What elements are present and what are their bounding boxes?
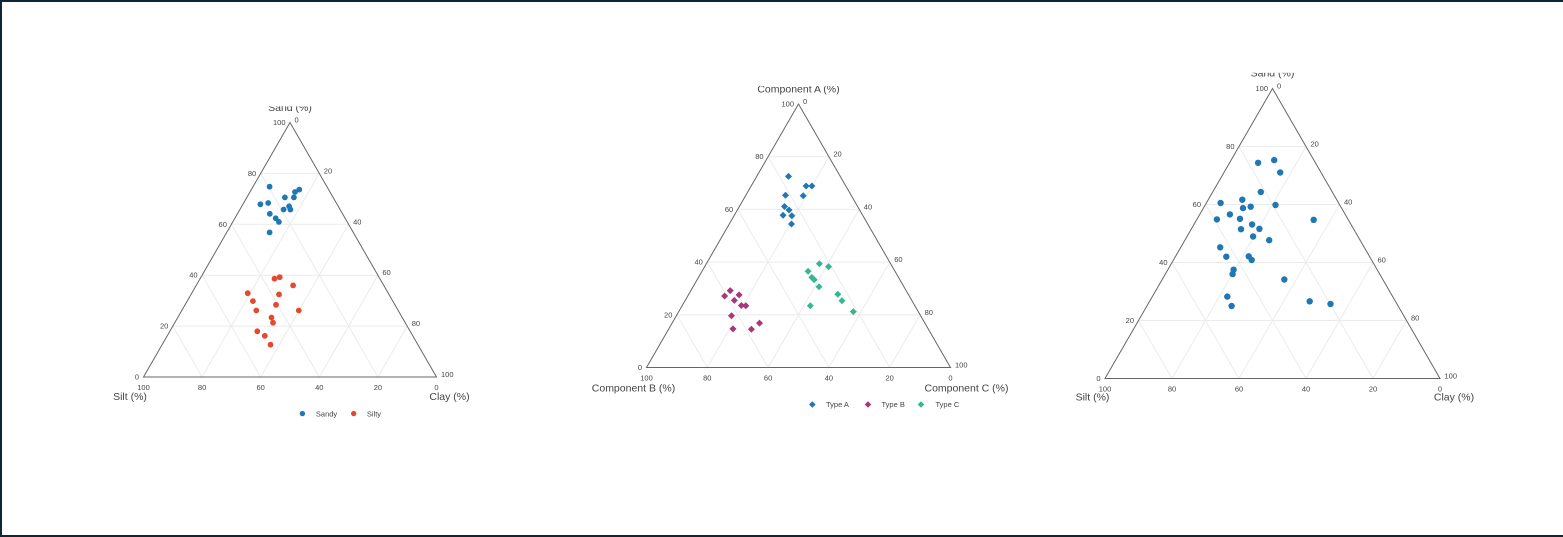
svg-text:Type C: Type C xyxy=(936,400,960,409)
svg-text:0: 0 xyxy=(434,383,438,392)
svg-text:100: 100 xyxy=(137,383,150,392)
svg-text:20: 20 xyxy=(1311,140,1319,149)
svg-text:100: 100 xyxy=(955,361,968,370)
svg-text:80: 80 xyxy=(925,308,933,317)
svg-text:80: 80 xyxy=(198,383,206,392)
svg-text:80: 80 xyxy=(703,374,711,383)
svg-text:60: 60 xyxy=(1235,385,1243,394)
svg-text:40: 40 xyxy=(1344,198,1352,207)
svg-text:0: 0 xyxy=(295,116,299,125)
svg-text:20: 20 xyxy=(1369,385,1377,394)
svg-text:60: 60 xyxy=(382,268,390,277)
svg-text:100: 100 xyxy=(1099,385,1112,394)
svg-text:40: 40 xyxy=(694,258,702,267)
svg-text:100: 100 xyxy=(1445,372,1458,381)
svg-text:60: 60 xyxy=(894,255,902,264)
svg-text:80: 80 xyxy=(755,152,763,161)
svg-text:Silt (%): Silt (%) xyxy=(1076,392,1110,404)
svg-text:60: 60 xyxy=(257,383,265,392)
svg-text:0: 0 xyxy=(1277,82,1281,91)
svg-text:40: 40 xyxy=(315,383,323,392)
svg-text:100: 100 xyxy=(273,118,286,127)
svg-text:0: 0 xyxy=(1096,374,1100,383)
svg-text:80: 80 xyxy=(248,169,256,178)
svg-text:Type A: Type A xyxy=(826,400,849,409)
svg-text:40: 40 xyxy=(1302,385,1310,394)
svg-text:Clay (%): Clay (%) xyxy=(1434,392,1474,404)
svg-text:Silty: Silty xyxy=(367,409,381,418)
svg-text:20: 20 xyxy=(833,150,841,159)
svg-text:20: 20 xyxy=(664,310,672,319)
svg-text:20: 20 xyxy=(324,166,332,175)
svg-text:20: 20 xyxy=(886,374,894,383)
svg-text:60: 60 xyxy=(1378,256,1386,265)
svg-text:40: 40 xyxy=(864,202,872,211)
svg-text:100: 100 xyxy=(1255,84,1268,93)
svg-text:40: 40 xyxy=(1159,258,1167,267)
svg-text:0: 0 xyxy=(948,374,952,383)
svg-text:100: 100 xyxy=(441,370,454,379)
svg-text:Component A (%): Component A (%) xyxy=(757,83,839,95)
svg-text:0: 0 xyxy=(1438,385,1442,394)
svg-text:Silt (%): Silt (%) xyxy=(113,391,147,403)
svg-text:0: 0 xyxy=(803,97,807,106)
svg-text:Sandy: Sandy xyxy=(316,409,338,418)
svg-text:60: 60 xyxy=(764,374,772,383)
svg-text:Clay (%): Clay (%) xyxy=(429,391,469,403)
svg-text:80: 80 xyxy=(412,319,420,328)
svg-text:0: 0 xyxy=(638,363,642,372)
svg-text:40: 40 xyxy=(825,374,833,383)
svg-text:100: 100 xyxy=(640,374,653,383)
svg-text:20: 20 xyxy=(160,322,168,331)
svg-text:60: 60 xyxy=(725,205,733,214)
svg-text:0: 0 xyxy=(135,373,139,382)
svg-text:20: 20 xyxy=(1126,316,1134,325)
svg-text:100: 100 xyxy=(781,100,794,109)
svg-text:Type B: Type B xyxy=(882,400,905,409)
svg-text:60: 60 xyxy=(1193,200,1201,209)
svg-text:40: 40 xyxy=(189,271,197,280)
svg-text:80: 80 xyxy=(1226,142,1234,151)
svg-text:Component C (%): Component C (%) xyxy=(924,383,1008,395)
svg-text:60: 60 xyxy=(219,220,227,229)
svg-text:80: 80 xyxy=(1168,385,1176,394)
svg-text:Component B (%): Component B (%) xyxy=(592,383,675,395)
svg-text:20: 20 xyxy=(374,383,382,392)
svg-text:40: 40 xyxy=(353,217,361,226)
svg-text:80: 80 xyxy=(1411,314,1419,323)
